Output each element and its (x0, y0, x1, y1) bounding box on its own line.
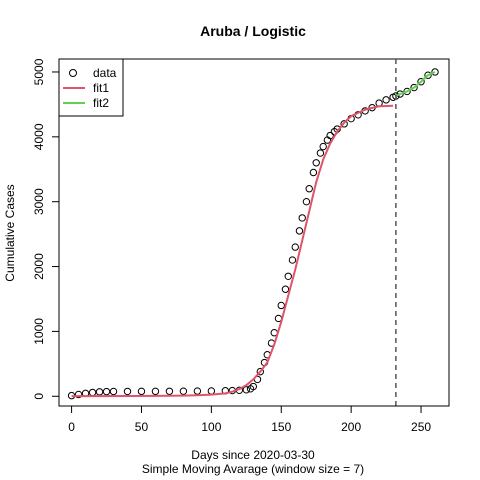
x-axis-label: Days since 2020-03-30 (191, 448, 315, 462)
data-point (109, 387, 118, 396)
data-point (410, 83, 418, 92)
chart-title: Aruba / Logistic (200, 23, 306, 39)
data-point (305, 185, 313, 193)
data-point (309, 168, 318, 177)
data-point (312, 159, 320, 167)
x-tick-label: 100 (201, 420, 221, 434)
fit2-line (395, 71, 436, 97)
legend-marker-data (69, 69, 77, 77)
data-point (165, 387, 174, 395)
y-tick-label: 0 (32, 393, 46, 400)
data-point (291, 243, 299, 251)
data-point (95, 388, 104, 396)
data-point (123, 387, 132, 396)
data-point (396, 90, 404, 98)
legend-label-fit2: fit2 (93, 96, 109, 110)
y-tick-label: 4000 (32, 123, 46, 150)
x-tick-label: 150 (271, 420, 291, 434)
data-point (403, 87, 411, 96)
data-point (102, 387, 111, 396)
x-tick-label: 250 (411, 420, 431, 434)
data-point (424, 71, 432, 79)
data-point (281, 285, 290, 293)
data-point (74, 390, 83, 399)
y-tick-label: 3000 (32, 188, 46, 215)
data-point (326, 131, 334, 140)
x-tick-label: 0 (68, 420, 75, 434)
data-point (382, 96, 390, 104)
data-point (295, 227, 304, 235)
data-point (242, 386, 251, 394)
y-axis-label: Cumulative Cases (3, 184, 17, 281)
x-axis: 0 50 100 150 200 250 (68, 405, 431, 434)
x-axis-subtitle: Simple Moving Avarage (window size = 7) (142, 462, 364, 476)
y-tick-label: 5000 (32, 58, 46, 85)
data-point (256, 367, 264, 376)
data-point (249, 382, 258, 391)
y-tick-label: 1000 (32, 318, 46, 345)
data-point (284, 272, 292, 280)
legend-label-fit1: fit1 (93, 81, 109, 95)
data-point (316, 149, 325, 157)
data-point (298, 214, 306, 222)
data-point (151, 387, 160, 396)
y-tick-label: 2000 (32, 253, 46, 280)
legend-label-data: data (93, 66, 117, 80)
data-point (137, 387, 146, 396)
y-axis: 0 1000 2000 3000 4000 5000 (32, 58, 60, 400)
data-point (288, 256, 297, 264)
data-point (417, 78, 425, 86)
data-point (179, 387, 188, 395)
data-point (319, 142, 327, 151)
x-tick-label: 50 (135, 420, 149, 434)
fit-lines (71, 71, 436, 398)
data-point (277, 301, 285, 310)
data-point (431, 68, 439, 76)
fit1-line (71, 104, 394, 398)
data-point (302, 197, 311, 206)
x-tick-label: 200 (341, 420, 361, 434)
data-point (340, 120, 348, 128)
